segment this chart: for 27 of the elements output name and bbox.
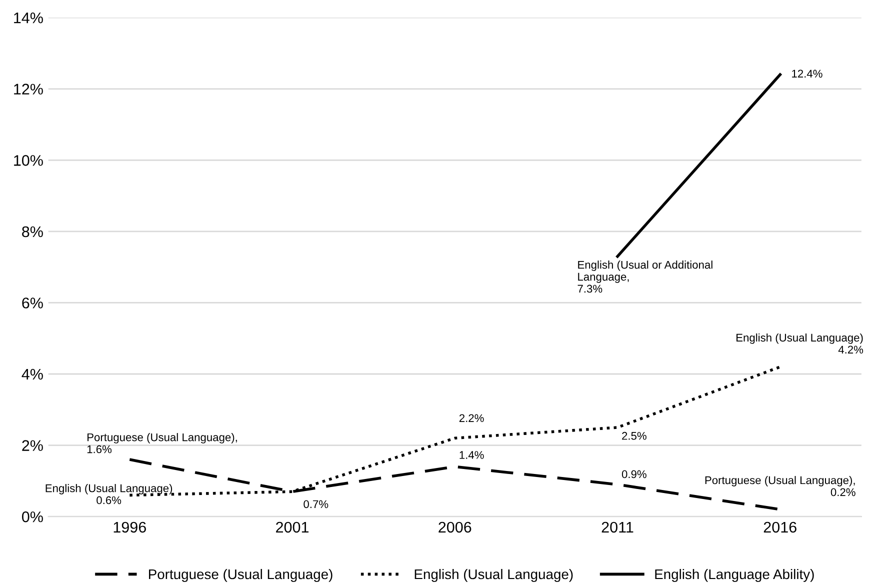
x-tick-label: 2011	[602, 522, 634, 533]
data-label: Portuguese (Usual Language), 1.6%	[87, 433, 237, 454]
y-tick-label: 0%	[22, 511, 43, 522]
data-label: 0.9%	[622, 470, 646, 478]
data-label: English (Usual Language) 4.2%	[736, 333, 864, 354]
data-label: Portuguese (Usual Language), 0.2%	[705, 476, 856, 496]
y-tick-label: 2%	[22, 440, 43, 451]
data-label: 0.7%	[304, 500, 328, 508]
y-tick-label: 10%	[14, 155, 43, 166]
y-tick-label: 12%	[14, 84, 43, 95]
data-label: 2.5%	[622, 432, 646, 440]
data-label: 2.2%	[459, 414, 484, 422]
legend-label: English (Language Ability)	[655, 568, 814, 582]
y-tick-label: 4%	[22, 368, 43, 380]
x-tick-label: 2016	[764, 522, 796, 533]
x-tick-label: 1996	[114, 522, 146, 533]
y-tick-label: 6%	[22, 298, 43, 308]
y-tick-label: 14%	[14, 12, 43, 24]
data-label: 12.4%	[792, 70, 822, 78]
x-tick-label: 2006	[438, 522, 472, 533]
legend-label: Portuguese (Usual Language)	[149, 568, 332, 582]
x-tick-label: 2001	[276, 522, 309, 533]
data-label: 1.4%	[460, 451, 484, 459]
y-tick-label: 8%	[22, 226, 43, 238]
data-label: English (Usual or Additional Language, 7.3%	[578, 260, 712, 293]
legend-label: English (Usual Language)	[414, 568, 573, 582]
data-label: English (Usual Language) 0.6%	[46, 484, 172, 504]
